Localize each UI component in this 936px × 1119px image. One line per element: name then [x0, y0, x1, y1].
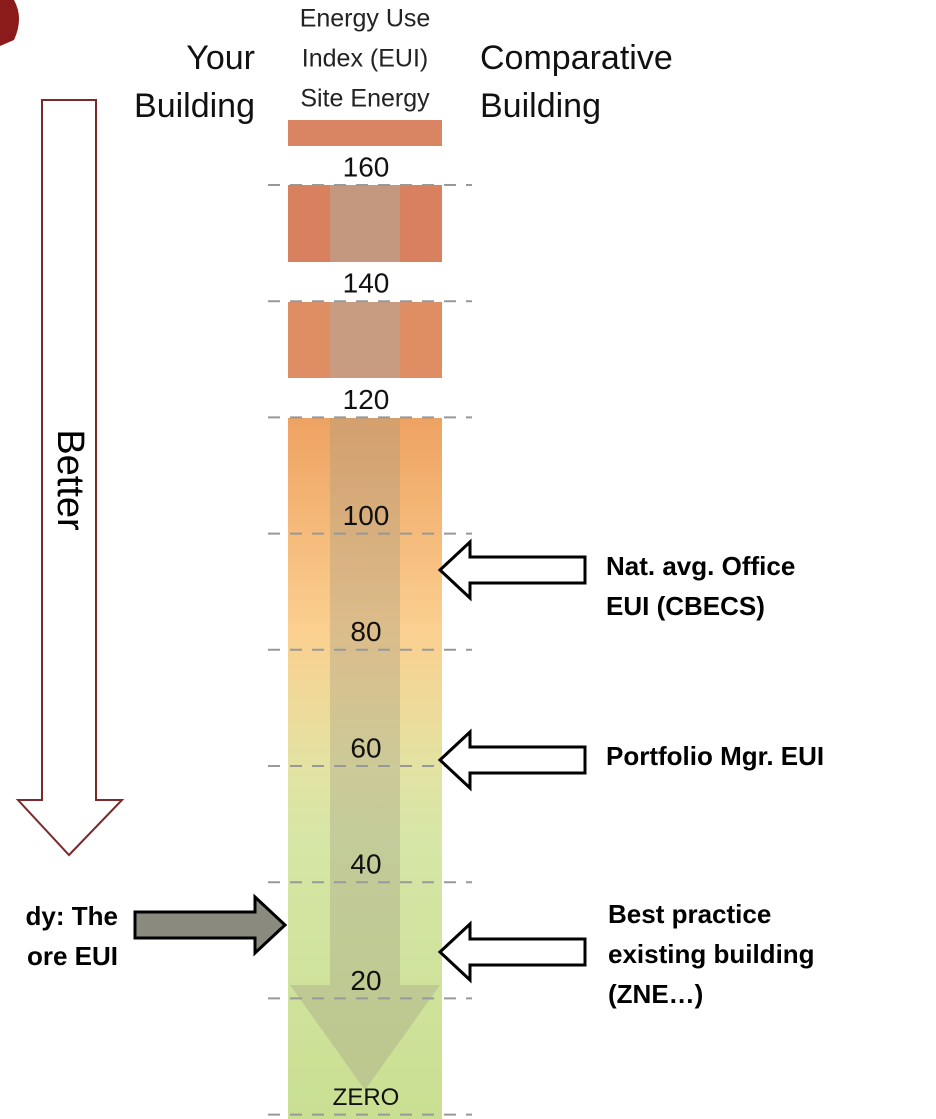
note-cbecs: EUI (CBECS)	[606, 591, 765, 621]
better-arrow	[15, 99, 125, 857]
scale-label: 80	[350, 616, 381, 647]
arrow-your	[133, 893, 288, 957]
corner-mark	[0, 0, 19, 46]
arrow-best	[437, 920, 587, 984]
arrow-cbecs	[437, 538, 587, 602]
better-label: Better	[49, 429, 91, 531]
header-comparative: Building	[480, 87, 601, 125]
scale-label: 60	[350, 732, 381, 763]
header-eui: Energy Use	[300, 5, 431, 33]
note-portfolio: Portfolio Mgr. EUI	[606, 741, 824, 771]
band-inner	[330, 302, 400, 378]
header-eui: Site Energy	[300, 85, 430, 113]
header-eui: Index (EUI)	[302, 45, 428, 73]
header-your: Your	[186, 39, 255, 77]
scale-label: ZERO	[333, 1084, 400, 1111]
note-best: existing building	[608, 939, 815, 969]
band-inner	[330, 185, 400, 262]
note-your: ore EUI	[27, 941, 118, 971]
band-top	[288, 120, 442, 146]
scale-label: 160	[343, 151, 390, 182]
note-best: (ZNE…)	[608, 979, 703, 1009]
arrow-portfolio	[437, 728, 587, 792]
scale-label: 120	[343, 384, 390, 415]
scale-label: 100	[343, 500, 390, 531]
scale-label: 40	[350, 849, 381, 880]
header-comparative: Comparative	[480, 39, 673, 77]
header-your: Building	[134, 87, 255, 125]
scale-label: 20	[350, 965, 381, 996]
note-cbecs: Nat. avg. Office	[606, 551, 795, 581]
scale-label: 140	[343, 268, 390, 299]
down-arrow	[290, 418, 440, 1090]
gradient-band	[288, 418, 442, 1119]
note-your: dy: The	[26, 901, 118, 931]
note-best: Best practice	[608, 899, 771, 929]
